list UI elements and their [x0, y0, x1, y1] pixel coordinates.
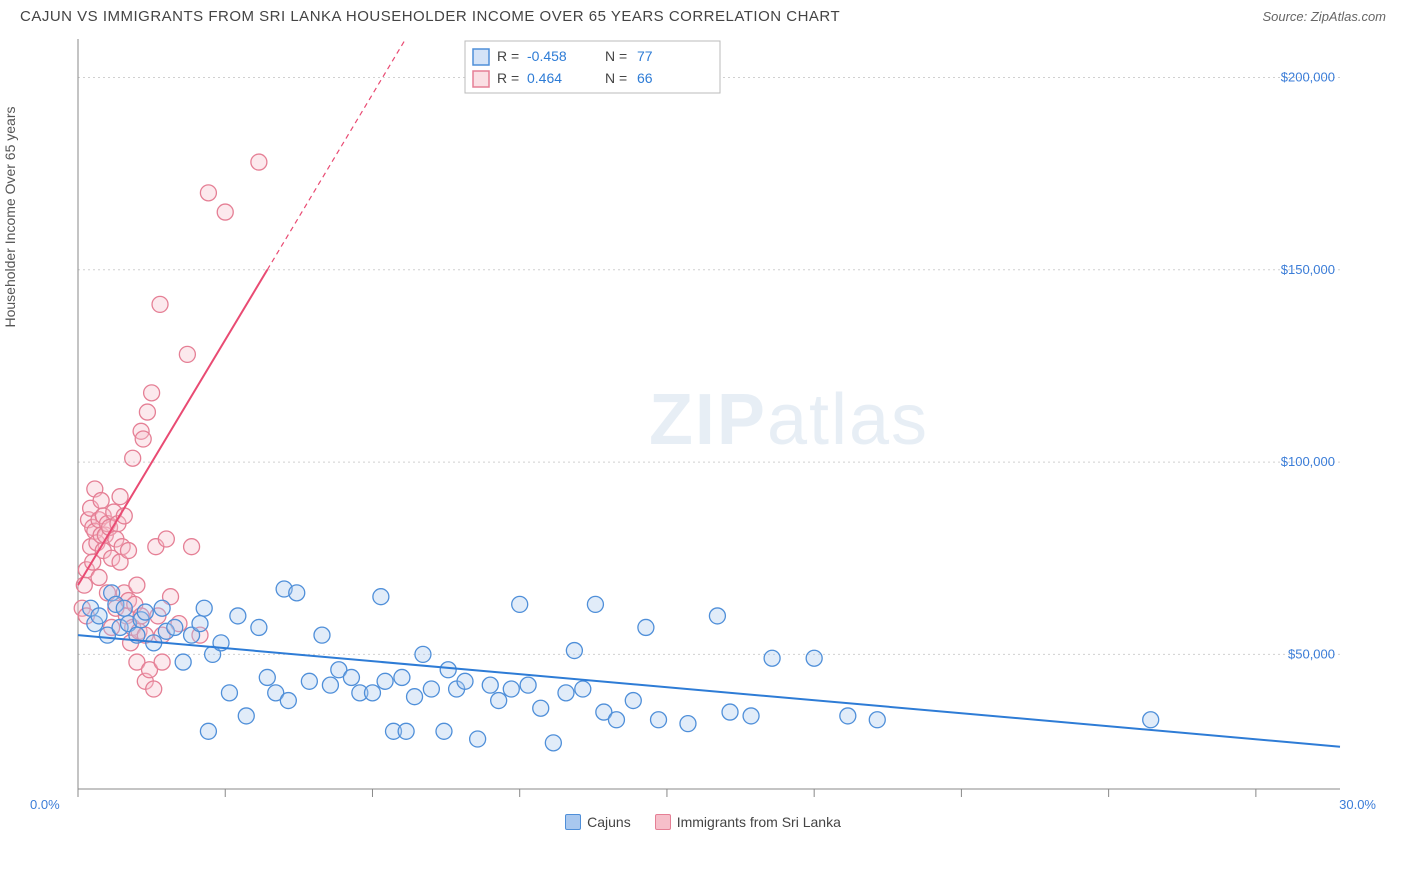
swatch-cajuns [565, 814, 581, 830]
legend-label-cajuns: Cajuns [587, 814, 631, 830]
x-min-label: 0.0% [30, 797, 60, 812]
legend-item-cajuns: Cajuns [565, 814, 631, 830]
svg-text:ZIPatlas: ZIPatlas [649, 380, 929, 460]
svg-text:$50,000: $50,000 [1288, 646, 1335, 661]
bottom-legend: Cajuns Immigrants from Sri Lanka [20, 814, 1386, 830]
svg-text:$200,000: $200,000 [1281, 69, 1335, 84]
svg-text:R =: R = [497, 70, 519, 86]
svg-text:66: 66 [637, 70, 653, 86]
svg-text:77: 77 [637, 48, 653, 64]
svg-text:R =: R = [497, 48, 519, 64]
y-axis-label: Householder Income Over 65 years [2, 106, 18, 327]
svg-text:-0.458: -0.458 [527, 48, 567, 64]
source-label: Source: ZipAtlas.com [1262, 9, 1386, 24]
chart-title: CAJUN VS IMMIGRANTS FROM SRI LANKA HOUSE… [20, 8, 840, 25]
legend-item-srilanka: Immigrants from Sri Lanka [655, 814, 841, 830]
x-max-label: 30.0% [1339, 797, 1376, 812]
legend-label-srilanka: Immigrants from Sri Lanka [677, 814, 841, 830]
svg-text:N =: N = [605, 48, 627, 64]
svg-text:0.464: 0.464 [527, 70, 562, 86]
correlation-scatter-chart: $50,000 $100,000 $150,000 $200,000 ZIPatlas R… [20, 29, 1360, 819]
svg-text:$100,000: $100,000 [1281, 454, 1335, 469]
swatch-srilanka [655, 814, 671, 830]
svg-text:$150,000: $150,000 [1281, 262, 1335, 277]
svg-text:N =: N = [605, 70, 627, 86]
